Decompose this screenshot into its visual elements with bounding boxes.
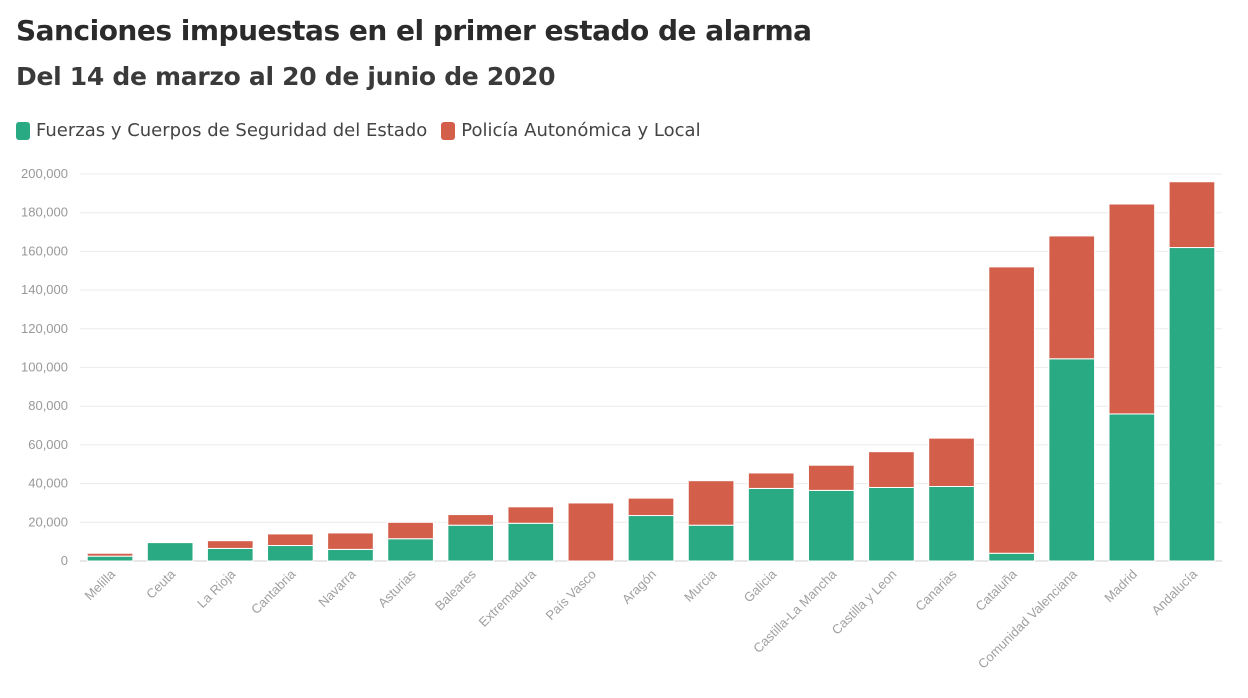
y-tick-label: 0	[61, 553, 68, 568]
bar-segment-estado[interactable]	[988, 552, 1035, 562]
legend-label-autonomica-local: Policía Autonómica y Local	[461, 120, 701, 141]
bar-segment-autonomica-local[interactable]	[687, 480, 735, 526]
bar-segment-autonomica-local[interactable]	[507, 506, 555, 524]
bar-segment-autonomica-local[interactable]	[447, 514, 495, 526]
bar-segment-autonomica-local[interactable]	[267, 533, 314, 547]
bar-segment-estado[interactable]	[206, 547, 254, 562]
y-tick-label: 20,000	[28, 514, 68, 529]
bar-segment-estado[interactable]	[928, 486, 975, 562]
chart-title: Sanciones impuestas en el primer estado …	[16, 14, 812, 47]
x-tick-label: Madrid	[1101, 567, 1140, 606]
bar-segment-estado[interactable]	[627, 515, 675, 562]
chart-subtitle: Del 14 de marzo al 20 de junio de 2020	[16, 62, 556, 91]
bar-segment-estado[interactable]	[1108, 413, 1156, 562]
bar-segment-estado[interactable]	[747, 487, 795, 562]
x-tick-label: Melilla	[82, 566, 119, 603]
bar-segment-autonomica-local[interactable]	[627, 497, 675, 517]
x-tick-label: Cantabria	[248, 566, 299, 617]
y-tick-label: 200,000	[21, 166, 68, 181]
x-tick-label: Cataluña	[972, 566, 1020, 614]
x-tick-label: Ceuta	[143, 566, 179, 602]
bar-segment-estado[interactable]	[267, 545, 314, 562]
x-tick-label: Murcia	[681, 566, 720, 605]
bar-segment-estado[interactable]	[687, 524, 735, 562]
legend-item-estado[interactable]: Fuerzas y Cuerpos de Seguridad del Estad…	[16, 120, 427, 141]
x-tick-label: Baleares	[432, 566, 479, 613]
x-tick-label: Canarias	[912, 566, 960, 614]
bar-segment-estado[interactable]	[1168, 247, 1216, 562]
legend-swatch-autonomica-local	[441, 121, 456, 140]
bar-segment-estado[interactable]	[327, 548, 374, 562]
x-tick-label: País Vasco	[543, 567, 599, 623]
bar-segment-autonomica-local[interactable]	[387, 521, 434, 540]
bar-segment-estado[interactable]	[86, 555, 134, 562]
bar-segment-autonomica-local[interactable]	[868, 451, 915, 488]
y-tick-label: 80,000	[28, 398, 68, 413]
bar-segment-autonomica-local[interactable]	[1048, 235, 1096, 360]
bar-segment-autonomica-local[interactable]	[327, 532, 374, 550]
x-tick-label: Comunidad Valenciana	[975, 566, 1081, 672]
bar-segment-autonomica-local[interactable]	[567, 502, 615, 562]
bar-segment-estado[interactable]	[447, 524, 495, 562]
y-tick-label: 120,000	[21, 321, 68, 336]
bar-segment-autonomica-local[interactable]	[86, 552, 134, 557]
y-tick-label: 60,000	[28, 437, 68, 452]
y-tick-label: 160,000	[21, 243, 68, 258]
bar-segment-autonomica-local[interactable]	[807, 464, 855, 491]
bar-segment-estado[interactable]	[807, 489, 855, 562]
y-tick-label: 40,000	[28, 476, 68, 491]
x-tick-label: La Rioja	[194, 566, 239, 611]
bar-segment-autonomica-local[interactable]	[1168, 181, 1216, 249]
y-tick-label: 100,000	[21, 360, 68, 375]
x-tick-label: Galicia	[741, 566, 780, 605]
x-tick-label: Aragón	[619, 567, 659, 607]
bar-segment-estado[interactable]	[1048, 358, 1096, 562]
bar-segment-estado[interactable]	[507, 522, 555, 562]
legend-item-autonomica-local[interactable]: Policía Autonómica y Local	[441, 120, 701, 141]
y-tick-label: 140,000	[21, 282, 68, 297]
x-tick-label: Asturias	[375, 566, 419, 610]
x-tick-label: Andalucía	[1149, 566, 1201, 618]
bar-segment-estado[interactable]	[868, 486, 915, 562]
x-tick-label: Extremadura	[476, 566, 540, 630]
legend-label-estado: Fuerzas y Cuerpos de Seguridad del Estad…	[36, 120, 428, 141]
bar-segment-estado[interactable]	[387, 538, 434, 562]
bar-segment-autonomica-local[interactable]	[1108, 203, 1156, 415]
bar-segment-autonomica-local[interactable]	[206, 540, 254, 549]
bar-segment-estado[interactable]	[146, 542, 194, 562]
y-tick-label: 180,000	[21, 205, 68, 220]
legend: Fuerzas y Cuerpos de Seguridad del Estad…	[16, 120, 701, 141]
bar-segment-autonomica-local[interactable]	[928, 437, 975, 488]
bar-segment-autonomica-local[interactable]	[988, 266, 1035, 554]
bar-segment-autonomica-local[interactable]	[747, 472, 795, 489]
legend-swatch-estado	[16, 121, 30, 140]
x-tick-label: Navarra	[315, 566, 359, 610]
